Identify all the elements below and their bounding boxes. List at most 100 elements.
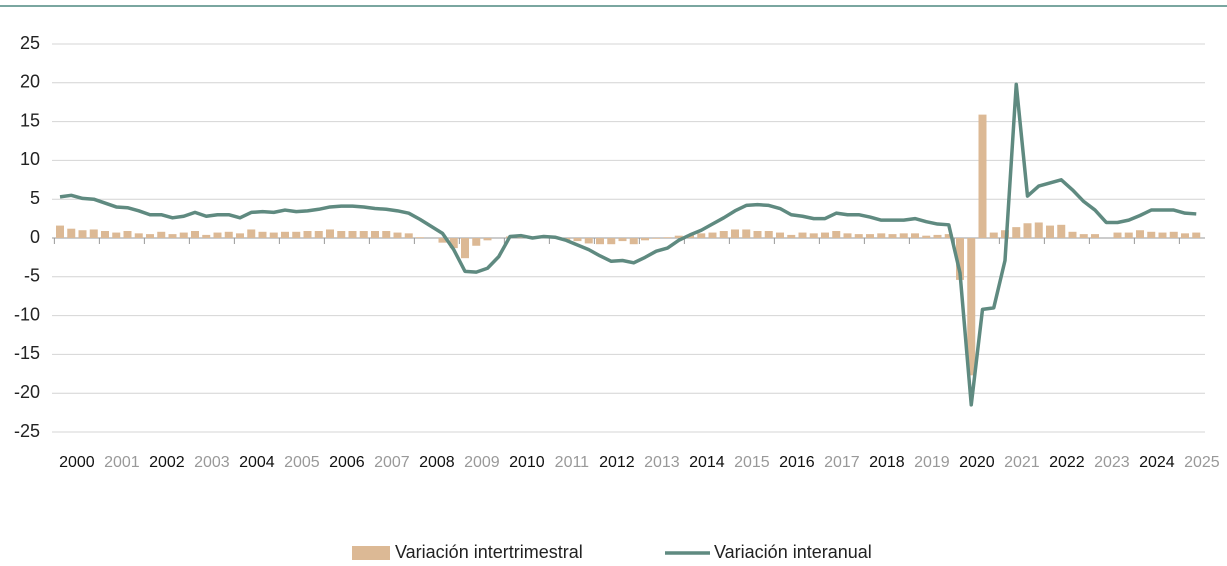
bar	[697, 233, 706, 238]
bar	[1091, 234, 1099, 238]
bar	[258, 231, 267, 238]
bar	[866, 234, 874, 238]
bar	[989, 232, 998, 238]
x-tick-label: 2005	[284, 454, 320, 471]
bar	[371, 231, 379, 238]
bar	[899, 233, 908, 238]
bar	[629, 238, 638, 245]
bar	[854, 234, 863, 238]
bar	[888, 234, 897, 238]
bar	[674, 235, 683, 238]
x-tick-label: 2013	[644, 454, 680, 471]
y-tick-label: 10	[20, 149, 40, 169]
bar	[134, 233, 143, 238]
bar	[393, 232, 402, 238]
bar	[224, 231, 233, 238]
x-tick-label: 2002	[149, 454, 185, 471]
bar	[1068, 231, 1077, 238]
bar	[404, 233, 413, 238]
bar	[1023, 223, 1032, 238]
legend-swatch	[352, 546, 390, 560]
x-tick-label: 2021	[1004, 454, 1040, 471]
x-tick-label: 2011	[555, 454, 590, 471]
bar	[596, 238, 604, 245]
x-tick-label: 2008	[419, 454, 455, 471]
bar	[719, 231, 728, 238]
bar	[438, 238, 447, 243]
bar	[56, 225, 64, 238]
x-tick-label: 2014	[689, 454, 725, 471]
x-tick-label: 2025	[1184, 454, 1220, 471]
bar	[809, 233, 818, 238]
bar	[832, 231, 841, 238]
bar	[967, 238, 976, 376]
y-tick-label: 5	[30, 188, 40, 208]
bar	[101, 231, 109, 238]
x-tick-label: 2006	[329, 454, 365, 471]
bar	[326, 229, 334, 238]
bar	[584, 238, 593, 244]
bar	[764, 231, 773, 238]
x-tick-label: 2017	[824, 454, 860, 471]
bar	[742, 229, 751, 238]
bar	[359, 231, 368, 238]
x-tick-label: 2000	[59, 454, 95, 471]
bar	[337, 231, 346, 238]
bar	[821, 232, 829, 238]
x-tick-label: 2009	[464, 454, 500, 471]
bar	[708, 232, 717, 238]
bar	[1046, 225, 1054, 238]
y-tick-label: -20	[14, 382, 40, 402]
x-tick-label: 2001	[104, 454, 140, 471]
bar	[146, 234, 154, 238]
x-tick-label: 2020	[959, 454, 995, 471]
y-tick-label: -15	[14, 343, 40, 363]
x-tick-label: 2024	[1139, 454, 1175, 471]
x-tick-label: 2022	[1049, 454, 1085, 471]
bar	[168, 234, 177, 238]
bar	[157, 231, 166, 238]
bar	[933, 234, 942, 238]
legend: Variación intertrimestral Variación inter…	[352, 542, 872, 562]
bar	[382, 231, 391, 238]
bar	[618, 238, 627, 242]
x-tick-label: 2016	[779, 454, 815, 471]
bar	[416, 237, 424, 238]
bar	[978, 114, 987, 238]
bar	[292, 231, 301, 238]
x-tick-label: 2015	[734, 454, 770, 471]
bar	[843, 233, 852, 238]
bar	[1057, 224, 1066, 238]
bar	[1034, 222, 1043, 238]
bar	[89, 229, 98, 238]
bar	[247, 229, 256, 238]
bar	[911, 233, 919, 238]
bar	[202, 234, 211, 238]
bar	[1124, 232, 1133, 238]
bar	[461, 238, 469, 259]
bar	[787, 234, 796, 238]
bar	[303, 231, 312, 238]
bar	[348, 231, 357, 238]
bar	[607, 238, 616, 245]
bar	[776, 232, 784, 238]
bar	[944, 234, 953, 238]
x-tick-label: 2012	[599, 454, 635, 471]
bar	[236, 233, 244, 238]
bar	[798, 232, 807, 238]
bar	[753, 231, 762, 238]
bar	[449, 238, 458, 249]
bar	[922, 235, 931, 238]
legend-label: Variación intertrimestral	[395, 542, 583, 562]
y-tick-label: 0	[30, 227, 40, 247]
bar	[1169, 231, 1178, 238]
bar	[281, 231, 289, 238]
y-tick-label: 15	[20, 110, 40, 130]
x-tick-label: 2007	[374, 454, 410, 471]
y-tick-label: 25	[20, 33, 40, 53]
bar	[483, 238, 492, 241]
bar	[112, 232, 121, 238]
bar	[1192, 232, 1201, 238]
bar	[731, 229, 739, 238]
